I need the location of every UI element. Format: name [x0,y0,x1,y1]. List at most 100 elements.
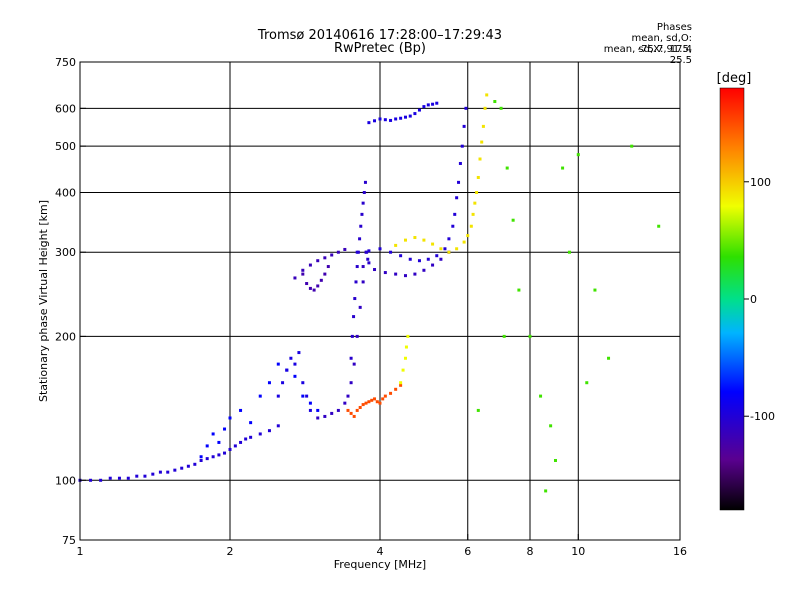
data-point [378,117,382,121]
data-point [258,432,262,436]
data-point [367,400,371,404]
data-point [217,453,221,457]
data-point [308,408,312,412]
data-point [355,265,359,269]
data-point [480,140,484,144]
x-tick-label: 6 [464,545,471,558]
data-point [316,416,320,420]
chart-title: Tromsø 20140616 17:28:00–17:29:43 [257,28,503,43]
data-point [367,249,371,253]
data-point [316,408,320,412]
data-point [476,175,480,179]
data-point [211,432,215,436]
data-point [378,247,382,251]
data-point [462,240,466,244]
data-point [308,401,312,405]
data-point [352,315,356,319]
data-point [458,161,462,165]
data-point [239,440,243,444]
data-point [319,278,323,282]
data-point [447,237,451,241]
data-point [373,268,377,272]
data-point [193,462,197,466]
y-tick-label: 300 [55,246,76,259]
data-point [312,288,316,292]
data-point [117,476,121,480]
data-point [217,440,221,444]
data-point [173,468,177,472]
data-point [413,236,417,240]
data-point [354,280,358,284]
data-point [211,455,215,459]
data-point [326,265,330,269]
data-point [151,472,155,476]
data-point [364,401,368,405]
data-point [408,257,412,261]
data-point [358,237,362,241]
y-tick-label: 400 [55,186,76,199]
data-points [78,93,661,493]
data-point [505,166,509,170]
data-point [301,272,305,276]
data-point [281,381,285,385]
data-point [394,117,398,121]
data-point [323,414,327,418]
data-point [373,397,377,401]
data-point [276,362,280,366]
data-point [126,476,130,480]
data-point [323,256,327,260]
data-point [422,268,426,272]
data-point [426,103,430,107]
data-point [244,437,248,441]
phase-stats-o-mode: mean, sd,O: -75.7, 17.4 [631,33,692,55]
data-point [267,429,271,433]
data-point [553,458,557,462]
data-point [466,234,470,238]
data-point [389,250,393,254]
data-point [361,280,365,284]
data-point [657,224,661,228]
data-point [464,106,468,110]
data-point [431,102,435,106]
data-point [401,368,405,372]
data-point [305,282,309,286]
data-point [413,272,417,276]
x-axis-label: Frequency [MHz] [334,558,426,571]
data-point [383,394,387,398]
data-point [358,405,362,409]
data-point [417,259,421,263]
data-point [330,411,334,415]
data-point [323,272,327,276]
data-point [471,212,475,216]
y-axis-label: Stationary phase Virtual Height [km] [37,200,50,402]
data-point [301,381,305,385]
x-tick-label: 4 [377,545,384,558]
data-point [336,250,340,254]
data-point [330,253,334,257]
data-point [228,447,232,451]
chart-subtitle: RwPretec (Bp) [333,41,427,56]
data-point [517,288,521,292]
data-point [353,297,357,301]
data-point [476,408,480,412]
data-point [158,470,162,474]
colorbar-ticks: 100 0 -100 [744,176,775,423]
data-point [355,334,359,338]
data-point [381,397,385,401]
data-point [297,351,301,355]
data-point [249,421,253,425]
data-point [404,345,408,349]
data-point [439,257,443,261]
data-point [544,489,548,493]
data-point [233,444,237,448]
data-point [180,466,184,470]
data-point [199,458,203,462]
data-point [363,180,367,184]
data-point [373,119,377,123]
data-point [493,100,497,104]
data-point [199,455,203,459]
y-tick-label: 100 [55,474,76,487]
data-point [301,268,305,272]
data-point [499,106,503,110]
data-point [593,288,597,292]
